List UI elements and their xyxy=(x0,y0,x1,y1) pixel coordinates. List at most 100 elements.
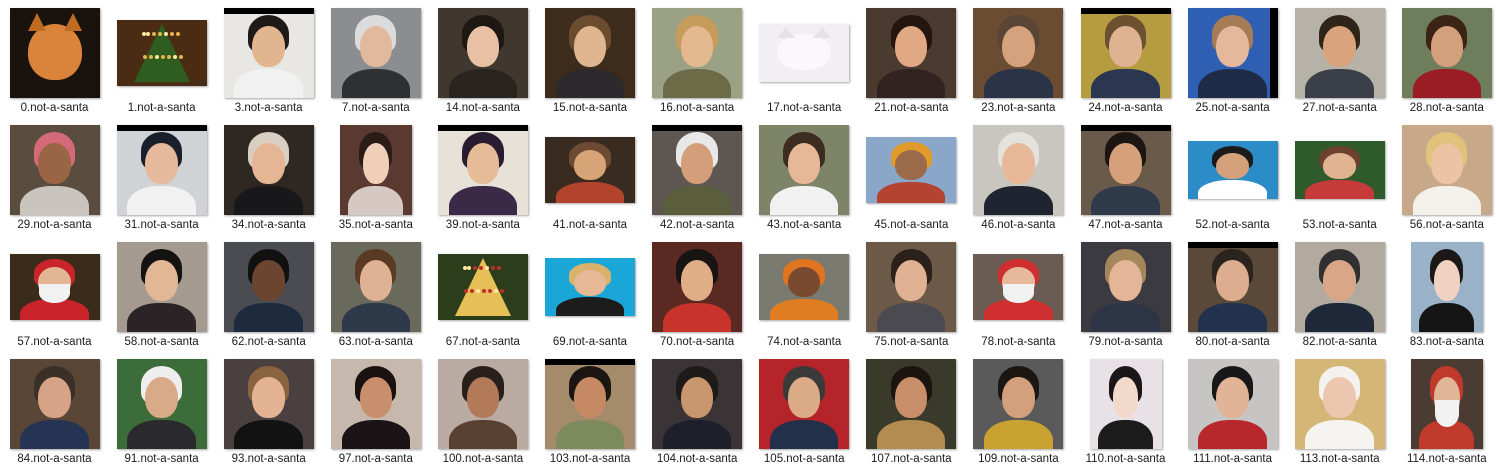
file-item[interactable]: 31.not-a-santa xyxy=(108,122,215,239)
image-thumbnail[interactable] xyxy=(866,242,957,332)
image-thumbnail[interactable] xyxy=(1294,242,1385,332)
file-item[interactable]: 42.not-a-santa xyxy=(644,122,751,239)
image-thumbnail[interactable] xyxy=(1080,242,1171,332)
file-item[interactable]: 21.not-a-santa xyxy=(858,5,965,122)
file-item[interactable]: 91.not-a-santa xyxy=(108,356,215,473)
image-thumbnail[interactable] xyxy=(9,359,100,449)
image-thumbnail[interactable] xyxy=(1080,125,1171,215)
image-thumbnail[interactable] xyxy=(1187,359,1278,449)
image-thumbnail[interactable] xyxy=(116,242,207,332)
image-thumbnail[interactable] xyxy=(1187,242,1278,332)
file-item[interactable]: 47.not-a-santa xyxy=(1072,122,1179,239)
file-item[interactable]: 84.not-a-santa xyxy=(1,356,108,473)
file-item[interactable]: 56.not-a-santa xyxy=(1393,122,1496,239)
image-thumbnail[interactable] xyxy=(759,24,850,82)
file-item[interactable]: 28.not-a-santa xyxy=(1393,5,1496,122)
image-thumbnail[interactable] xyxy=(330,242,421,332)
image-thumbnail[interactable] xyxy=(866,8,957,98)
image-thumbnail[interactable] xyxy=(116,20,207,86)
image-thumbnail[interactable] xyxy=(9,125,100,215)
image-thumbnail[interactable] xyxy=(652,359,743,449)
image-thumbnail[interactable] xyxy=(866,359,957,449)
file-item[interactable]: 113.not-a-santa xyxy=(1286,356,1393,473)
file-item[interactable]: 57.not-a-santa xyxy=(1,239,108,356)
file-item[interactable]: 67.not-a-santa xyxy=(429,239,536,356)
file-item[interactable]: 45.not-a-santa xyxy=(858,122,965,239)
image-thumbnail[interactable] xyxy=(652,8,743,98)
file-item[interactable]: 105.not-a-santa xyxy=(751,356,858,473)
image-thumbnail[interactable] xyxy=(759,125,850,215)
file-item[interactable]: 7.not-a-santa xyxy=(322,5,429,122)
image-thumbnail[interactable] xyxy=(116,359,207,449)
file-item[interactable]: 0.not-a-santa xyxy=(1,5,108,122)
file-item[interactable]: 46.not-a-santa xyxy=(965,122,1072,239)
image-thumbnail[interactable] xyxy=(339,125,412,215)
image-thumbnail[interactable] xyxy=(9,8,100,98)
file-item[interactable]: 43.not-a-santa xyxy=(751,122,858,239)
file-item[interactable]: 114.not-a-santa xyxy=(1393,356,1496,473)
image-thumbnail[interactable] xyxy=(652,242,743,332)
image-thumbnail[interactable] xyxy=(973,359,1064,449)
file-item[interactable]: 69.not-a-santa xyxy=(537,239,644,356)
file-item[interactable]: 16.not-a-santa xyxy=(644,5,751,122)
file-item[interactable]: 29.not-a-santa xyxy=(1,122,108,239)
image-thumbnail[interactable] xyxy=(759,254,850,320)
image-thumbnail[interactable] xyxy=(1294,141,1385,199)
image-thumbnail[interactable] xyxy=(330,359,421,449)
file-item[interactable]: 83.not-a-santa xyxy=(1393,239,1496,356)
image-thumbnail[interactable] xyxy=(437,359,528,449)
file-item[interactable]: 41.not-a-santa xyxy=(537,122,644,239)
image-thumbnail[interactable] xyxy=(1401,125,1492,215)
file-item[interactable]: 34.not-a-santa xyxy=(215,122,322,239)
file-item[interactable]: 14.not-a-santa xyxy=(429,5,536,122)
image-thumbnail[interactable] xyxy=(1294,8,1385,98)
file-item[interactable]: 109.not-a-santa xyxy=(965,356,1072,473)
file-item[interactable]: 52.not-a-santa xyxy=(1179,122,1286,239)
file-item[interactable]: 70.not-a-santa xyxy=(644,239,751,356)
image-thumbnail[interactable] xyxy=(437,8,528,98)
image-thumbnail[interactable] xyxy=(1410,359,1483,449)
file-item[interactable]: 93.not-a-santa xyxy=(215,356,322,473)
image-thumbnail[interactable] xyxy=(1080,8,1171,98)
file-item[interactable]: 78.not-a-santa xyxy=(965,239,1072,356)
image-thumbnail[interactable] xyxy=(973,125,1064,215)
image-thumbnail[interactable] xyxy=(437,125,528,215)
file-item[interactable]: 35.not-a-santa xyxy=(322,122,429,239)
image-thumbnail[interactable] xyxy=(866,137,957,203)
image-thumbnail[interactable] xyxy=(759,359,850,449)
file-item[interactable]: 97.not-a-santa xyxy=(322,356,429,473)
file-item[interactable]: 53.not-a-santa xyxy=(1286,122,1393,239)
file-item[interactable]: 39.not-a-santa xyxy=(429,122,536,239)
image-thumbnail[interactable] xyxy=(223,242,314,332)
image-thumbnail[interactable] xyxy=(223,359,314,449)
image-thumbnail[interactable] xyxy=(1187,8,1278,98)
file-item[interactable]: 100.not-a-santa xyxy=(429,356,536,473)
image-thumbnail[interactable] xyxy=(116,125,207,215)
file-item[interactable]: 82.not-a-santa xyxy=(1286,239,1393,356)
file-item[interactable]: 104.not-a-santa xyxy=(644,356,751,473)
file-item[interactable]: 24.not-a-santa xyxy=(1072,5,1179,122)
image-thumbnail[interactable] xyxy=(545,137,635,203)
file-item[interactable]: 111.not-a-santa xyxy=(1179,356,1286,473)
file-item[interactable]: 27.not-a-santa xyxy=(1286,5,1393,122)
image-thumbnail[interactable] xyxy=(9,254,100,320)
image-thumbnail[interactable] xyxy=(1294,359,1385,449)
image-thumbnail[interactable] xyxy=(652,125,743,215)
file-item[interactable]: 107.not-a-santa xyxy=(858,356,965,473)
file-item[interactable]: 110.not-a-santa xyxy=(1072,356,1179,473)
file-item[interactable]: 25.not-a-santa xyxy=(1179,5,1286,122)
image-thumbnail[interactable] xyxy=(437,254,528,320)
file-item[interactable]: 1.not-a-santa xyxy=(108,5,215,122)
image-thumbnail[interactable] xyxy=(545,8,635,98)
image-thumbnail[interactable] xyxy=(545,258,635,316)
image-thumbnail[interactable] xyxy=(1089,359,1162,449)
file-item[interactable]: 3.not-a-santa xyxy=(215,5,322,122)
image-thumbnail[interactable] xyxy=(223,8,314,98)
file-item[interactable]: 103.not-a-santa xyxy=(537,356,644,473)
file-item[interactable]: 75.not-a-santa xyxy=(858,239,965,356)
file-item[interactable]: 79.not-a-santa xyxy=(1072,239,1179,356)
image-thumbnail[interactable] xyxy=(1410,242,1483,332)
file-item[interactable]: 63.not-a-santa xyxy=(322,239,429,356)
file-item[interactable]: 15.not-a-santa xyxy=(537,5,644,122)
image-thumbnail[interactable] xyxy=(973,254,1064,320)
